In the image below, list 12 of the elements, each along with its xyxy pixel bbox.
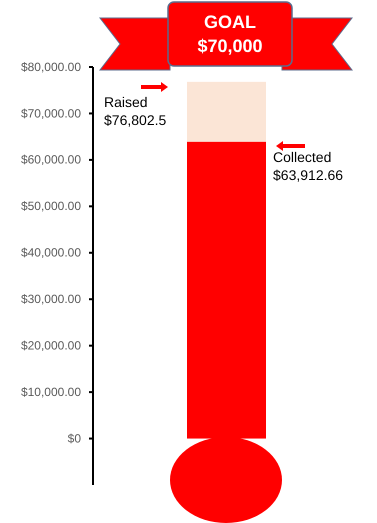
y-tick-label: $30,000.00	[20, 292, 82, 306]
y-tick-label: $10,000.00	[20, 384, 82, 399]
y-tick-label: $50,000.00	[20, 199, 82, 214]
chart-title: GOAL $70,000	[197, 12, 263, 56]
y-tick-label: $40,000.00	[20, 246, 82, 260]
annotation: Collected $63,912.66	[273, 149, 344, 183]
text: Raised $76,802.5	[104, 94, 166, 128]
y-tick-label: $60,000.00	[20, 152, 82, 167]
y-tick-label: $70,000.00	[20, 106, 82, 120]
y-tick-label: $80,000.00	[20, 60, 82, 74]
y-tick-label: $0	[68, 431, 82, 446]
y-tick-label: $20,000.00	[20, 338, 82, 353]
